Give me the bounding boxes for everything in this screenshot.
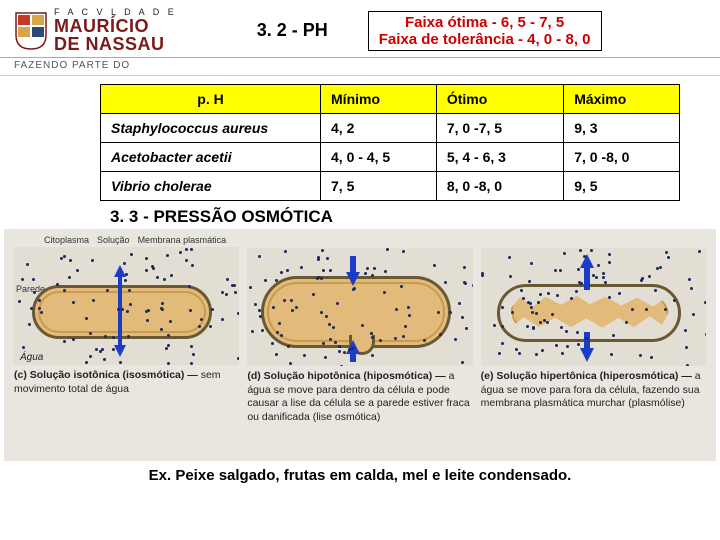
arrow-out-bottom-icon bbox=[577, 330, 597, 364]
col-min: Mínimo bbox=[321, 85, 437, 114]
ph-table-wrap: p. H Mínimo Ótimo Máximo Staphylococcus … bbox=[100, 84, 680, 201]
caption-hyper: (e) Solução hipertônica (hiperosmótica) … bbox=[481, 370, 706, 411]
cell-area-hyper bbox=[481, 248, 706, 366]
cell: 7, 5 bbox=[321, 172, 437, 201]
arrow-in-bottom-icon bbox=[343, 338, 363, 364]
cell: Vibrio cholerae bbox=[101, 172, 321, 201]
faixa-line1: Faixa ótima - 6, 5 - 7, 5 bbox=[379, 14, 591, 31]
label-citoplasma: Citoplasma bbox=[44, 235, 89, 245]
caption-iso: (c) Solução isotônica (isosmótica) — sem… bbox=[14, 369, 239, 396]
wordmark: F A C V L D A D E MAURÍCIO DE NASSAU bbox=[54, 8, 177, 53]
shield-icon bbox=[14, 11, 48, 51]
arrow-out-top-icon bbox=[577, 252, 597, 292]
section-33-title: 3. 3 - PRESSÃO OSMÓTICA bbox=[110, 207, 720, 227]
footer-example: Ex. Peixe salgado, frutas em calda, mel … bbox=[0, 467, 720, 484]
section-32-title: 3. 2 - PH bbox=[257, 20, 328, 41]
header: F A C V L D A D E MAURÍCIO DE NASSAU 3. … bbox=[0, 0, 720, 58]
col-opt: Ótimo bbox=[436, 85, 563, 114]
cell: Staphylococcus aureus bbox=[101, 114, 321, 143]
caption-hypo: (d) Solução hipotônica (hiposmótica) — a… bbox=[247, 370, 472, 425]
panel-hypertonic: (e) Solução hipertônica (hiperosmótica) … bbox=[477, 229, 710, 461]
table-header-row: p. H Mínimo Ótimo Máximo bbox=[101, 85, 680, 114]
arrow-in-top-icon bbox=[343, 254, 363, 288]
panel-isotonic: Citoplasma Solução Membrana plasmática P… bbox=[10, 229, 243, 461]
cell: 5, 4 - 6, 3 bbox=[436, 143, 563, 172]
label-solucao: Solução bbox=[97, 235, 130, 245]
label-membrana: Membrana plasmática bbox=[138, 235, 227, 245]
col-max: Máximo bbox=[564, 85, 680, 114]
cell: 7, 0 -7, 5 bbox=[436, 114, 563, 143]
faixa-box: Faixa ótima - 6, 5 - 7, 5 Faixa de toler… bbox=[368, 11, 602, 51]
table-row: Staphylococcus aureus 4, 2 7, 0 -7, 5 9,… bbox=[101, 114, 680, 143]
panel-hypotonic: (d) Solução hipotônica (hiposmótica) — a… bbox=[243, 229, 476, 461]
agua-label: Água bbox=[20, 352, 43, 363]
cell: 9, 3 bbox=[564, 114, 680, 143]
logo-main1: MAURÍCIO bbox=[54, 17, 177, 35]
cell: 4, 0 - 4, 5 bbox=[321, 143, 437, 172]
cell: 7, 0 -8, 0 bbox=[564, 143, 680, 172]
cell: Acetobacter acetii bbox=[101, 143, 321, 172]
cell-area-hypo bbox=[247, 248, 472, 366]
cell: 8, 0 -8, 0 bbox=[436, 172, 563, 201]
faixa-line2: Faixa de tolerância - 4, 0 - 8, 0 bbox=[379, 31, 591, 48]
logo-block: F A C V L D A D E MAURÍCIO DE NASSAU bbox=[14, 8, 177, 53]
ph-table: p. H Mínimo Ótimo Máximo Staphylococcus … bbox=[100, 84, 680, 201]
logo-main2: DE NASSAU bbox=[54, 35, 177, 53]
table-row: Vibrio cholerae 7, 5 8, 0 -8, 0 9, 5 bbox=[101, 172, 680, 201]
col-ph: p. H bbox=[101, 85, 321, 114]
cell-area-iso: Parede celular Água bbox=[14, 247, 239, 365]
table-row: Acetobacter acetii 4, 0 - 4, 5 5, 4 - 6,… bbox=[101, 143, 680, 172]
cell: 9, 5 bbox=[564, 172, 680, 201]
cell: 4, 2 bbox=[321, 114, 437, 143]
top-labels: Citoplasma Solução Membrana plasmática bbox=[44, 235, 239, 245]
sub-header: FAZENDO PARTE DO bbox=[0, 58, 720, 76]
osmotic-diagram: Citoplasma Solução Membrana plasmática P… bbox=[4, 229, 716, 461]
